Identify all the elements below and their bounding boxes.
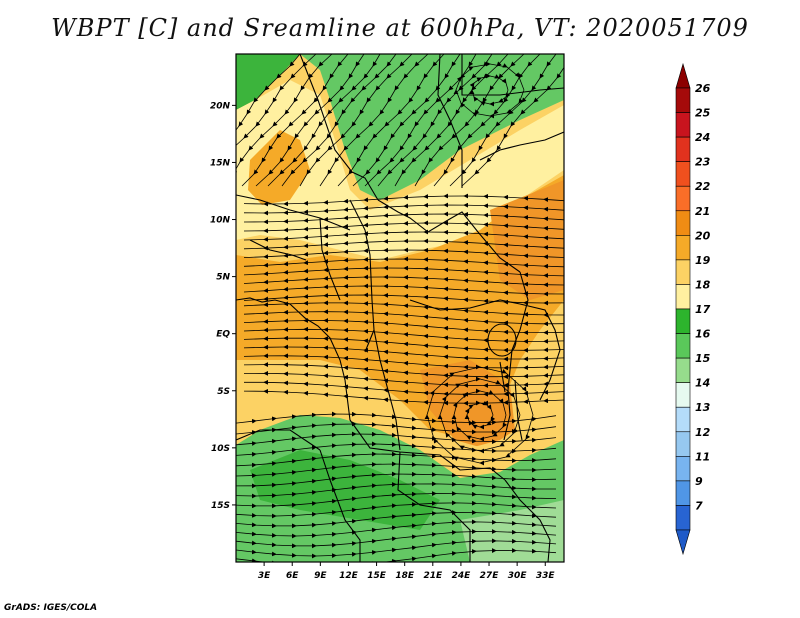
streamline <box>243 238 564 251</box>
lon-label: 12E <box>339 571 359 581</box>
colorbar-label: 20 <box>695 229 711 242</box>
colorbar-swatch <box>675 161 691 187</box>
colorbar-swatch <box>675 357 691 383</box>
lat-label: 5S <box>217 387 230 397</box>
map-frame <box>235 53 565 563</box>
colorbar-label: 15 <box>695 352 711 365</box>
streamline <box>243 220 564 234</box>
lat-label: 15N <box>210 158 231 168</box>
colorbar-swatch <box>675 235 691 261</box>
streamline <box>453 61 525 119</box>
colorbar-label: 16 <box>695 328 711 341</box>
lat-label: 20N <box>210 101 231 111</box>
colorbar-label: 23 <box>695 156 711 169</box>
colorbar-swatch <box>675 185 691 212</box>
grads-credit: GrADS: IGES/COLA <box>4 603 98 613</box>
colorbar-swatch <box>675 136 691 162</box>
colorbar-label: 22 <box>695 180 711 193</box>
colorbar-label: 13 <box>695 401 711 414</box>
lon-label: 9E <box>314 571 327 581</box>
colorbar-label: 12 <box>695 426 711 439</box>
colorbar-label: 26 <box>695 82 711 95</box>
lon-label: 33E <box>536 571 556 581</box>
colorbar-label: 18 <box>695 278 711 291</box>
colorbar-label: 11 <box>695 450 710 463</box>
lon-label: 21E <box>423 571 443 581</box>
streamline <box>461 61 564 187</box>
colorbar: 26 25 24 23 22 21 20 19 18 17 16 15 14 13 12 11 9 7 <box>675 62 711 556</box>
colorbar-swatch <box>675 333 691 359</box>
colorbar-swatch <box>675 406 691 433</box>
colorbar-label: 7 <box>695 499 703 512</box>
colorbar-swatch <box>675 284 691 310</box>
colorbar-swatch <box>675 210 691 236</box>
lon-label: 24E <box>452 571 472 581</box>
chart-title: WBPT [C] and Sreamline at 600hPa, VT: 20… <box>51 14 749 42</box>
colorbar-label: 19 <box>695 254 711 267</box>
colorbar-swatch <box>675 259 691 285</box>
streamline <box>243 256 564 269</box>
latitude-axis: 20N 15N 10N 5N EQ 5S 10S 15S <box>210 101 236 511</box>
lon-label: 27E <box>480 571 500 581</box>
colorbar-swatch <box>675 431 691 457</box>
colorbar-label: 9 <box>695 475 703 488</box>
colorbar-swatch <box>675 382 691 408</box>
colorbar-top-triangle <box>675 62 691 89</box>
lat-label: 5N <box>216 273 230 283</box>
colorbar-swatch <box>675 112 691 138</box>
streamline <box>243 229 564 242</box>
colorbar-swatch <box>675 456 691 482</box>
lon-label: 18E <box>395 571 415 581</box>
streamline <box>243 274 564 288</box>
streamline <box>243 247 564 260</box>
colorbar-label: 24 <box>695 131 710 144</box>
colorbar-swatch <box>675 87 691 113</box>
lat-label: 10S <box>211 444 230 454</box>
longitude-axis: 3E 6E 9E 12E 15E 18E 21E 24E 27E 30E 33E <box>258 562 556 581</box>
lakes <box>487 323 523 441</box>
lon-label: 30E <box>508 571 528 581</box>
streamline <box>243 265 564 278</box>
colorbar-label: 14 <box>695 377 710 390</box>
lon-label: 3E <box>258 571 271 581</box>
colorbar-label: 21 <box>695 205 710 218</box>
lat-label: EQ <box>216 330 230 340</box>
streamline <box>424 364 534 466</box>
streamlines <box>236 54 564 562</box>
lat-label: 10N <box>210 216 231 226</box>
lon-label: 15E <box>367 571 387 581</box>
streamline <box>236 548 557 562</box>
colorbar-label: 25 <box>695 107 711 120</box>
lon-label: 6E <box>286 571 299 581</box>
country-borders <box>236 54 564 562</box>
lat-label: 15S <box>211 501 230 511</box>
colorbar-label: 17 <box>695 303 711 316</box>
colorbar-swatch <box>675 505 691 531</box>
colorbar-swatch <box>675 480 691 506</box>
colorbar-bottom-triangle <box>675 529 691 556</box>
colorbar-swatch <box>675 308 691 334</box>
